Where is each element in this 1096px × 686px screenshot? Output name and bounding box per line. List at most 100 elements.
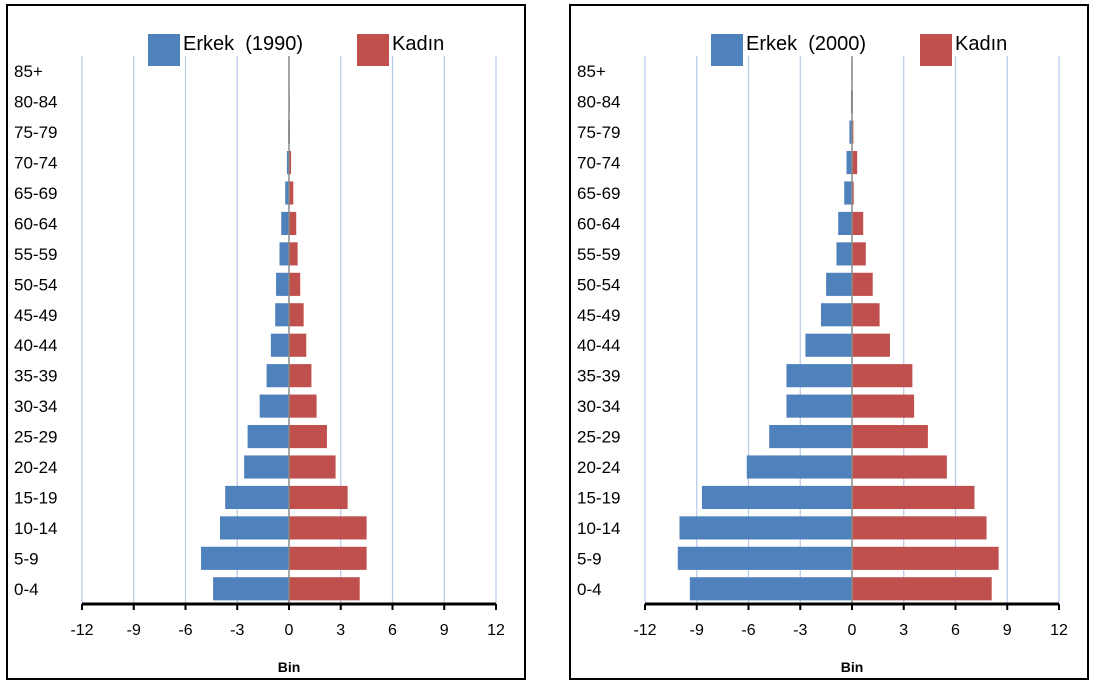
age-group-label: 25-29 (577, 428, 620, 447)
age-group-label: 75-79 (14, 123, 57, 142)
age-group-label: 85+ (577, 62, 606, 81)
age-group-label: 25-29 (14, 428, 57, 447)
bar-female-35-39 (289, 364, 312, 388)
bar-female-40-44 (289, 333, 307, 357)
age-group-label: 5-9 (14, 549, 39, 568)
age-group-label: 20-24 (577, 458, 620, 477)
pyramid-chart-2000: 0-4 5-9 10-14 15-19 20-24 25-29 30-34 35-39 40-4… (569, 4, 1089, 680)
pyramid-chart-1990: 0-4 5-9 10-14 15-19 20-24 25-29 30-34 35-39 40-4… (6, 4, 526, 680)
bar-male-60-64 (838, 211, 852, 236)
bar-male-70-74 (286, 150, 289, 175)
bar-male-10-14 (679, 516, 852, 540)
bar-female-20-24 (289, 455, 336, 479)
x-tick-label: 3 (336, 622, 345, 639)
bar-female-65-69 (852, 181, 854, 205)
bar-male-75-79 (849, 120, 852, 144)
bar-male-30-34 (786, 394, 852, 418)
bar-male-55-59 (279, 242, 289, 266)
bar-female-45-49 (852, 303, 880, 327)
bar-female-55-59 (852, 242, 866, 266)
bar-male-65-69 (285, 181, 289, 205)
bar-male-35-39 (786, 364, 852, 388)
bar-male-10-14 (220, 516, 289, 540)
age-group-label: 60-64 (14, 214, 57, 233)
bar-male-45-49 (275, 303, 289, 327)
age-group-label: 65-69 (14, 184, 57, 203)
bar-male-5-9 (201, 546, 289, 570)
bar-male-15-19 (225, 485, 289, 510)
x-tick-label: -6 (741, 622, 755, 639)
bar-female-70-74 (852, 150, 858, 175)
age-group-label: 80-84 (577, 93, 620, 112)
bar-male-50-54 (276, 272, 289, 296)
x-axis-label: Bin (841, 659, 864, 675)
age-group-label: 15-19 (14, 488, 57, 507)
age-group-label: 55-59 (14, 245, 57, 264)
bar-male-0-4 (689, 577, 852, 601)
x-tick-label: 0 (848, 622, 857, 639)
x-tick-label: 9 (1003, 622, 1012, 639)
bar-female-25-29 (852, 424, 928, 449)
age-group-label: 20-24 (14, 458, 57, 477)
age-group-label: 10-14 (14, 519, 57, 538)
bar-male-35-39 (266, 364, 289, 388)
bar-male-45-49 (820, 303, 852, 327)
age-group-label: 0-4 (577, 580, 602, 599)
x-tick-label: 0 (285, 622, 294, 639)
bar-female-35-39 (852, 364, 913, 388)
bar-female-0-4 (852, 577, 992, 601)
x-tick-label: 12 (1050, 622, 1068, 639)
bar-female-20-24 (852, 455, 947, 479)
x-tick-label: 6 (951, 622, 960, 639)
legend-label-female: Kadın (392, 33, 444, 55)
bar-male-30-34 (259, 394, 289, 418)
x-tick-label: -3 (230, 622, 244, 639)
bar-male-15-19 (701, 485, 852, 510)
bar-female-30-34 (852, 394, 915, 418)
bar-male-40-44 (805, 333, 852, 357)
bar-male-20-24 (746, 455, 852, 479)
age-group-label: 45-49 (577, 306, 620, 325)
bar-male-40-44 (270, 333, 289, 357)
bar-female-70-74 (289, 150, 292, 175)
bar-female-60-64 (852, 211, 864, 236)
age-group-label: 5-9 (577, 549, 602, 568)
x-tick-label: -3 (793, 622, 807, 639)
x-tick-label: -12 (633, 622, 656, 639)
bar-female-45-49 (289, 303, 304, 327)
age-group-label: 70-74 (577, 154, 620, 173)
age-group-label: 45-49 (14, 306, 57, 325)
x-tick-label: -9 (690, 622, 704, 639)
age-group-label: 85+ (14, 62, 43, 81)
bar-male-65-69 (844, 181, 852, 205)
age-group-label: 50-54 (577, 275, 620, 294)
bar-female-50-54 (852, 272, 873, 296)
age-group-label: 75-79 (577, 123, 620, 142)
x-tick-label: 9 (440, 622, 449, 639)
bar-male-25-29 (247, 424, 289, 449)
x-tick-label: 6 (388, 622, 397, 639)
legend-swatch-female (920, 34, 952, 66)
age-group-label: 30-34 (14, 397, 57, 416)
legend-swatch-male (711, 34, 743, 66)
x-tick-label: 12 (487, 622, 505, 639)
legend-swatch-male (148, 34, 180, 66)
bar-male-50-54 (826, 272, 852, 296)
bar-male-25-29 (769, 424, 852, 449)
age-group-label: 65-69 (577, 184, 620, 203)
bar-female-0-4 (289, 577, 360, 601)
bar-female-55-59 (289, 242, 298, 266)
x-tick-label: -6 (178, 622, 192, 639)
bar-male-20-24 (244, 455, 289, 479)
age-group-label: 35-39 (577, 367, 620, 386)
bar-male-5-9 (677, 546, 852, 570)
bar-male-0-4 (213, 577, 289, 601)
x-tick-label: -9 (127, 622, 141, 639)
age-group-label: 55-59 (577, 245, 620, 264)
bar-female-60-64 (289, 211, 297, 236)
bar-male-55-59 (836, 242, 852, 266)
age-group-label: 40-44 (14, 336, 57, 355)
x-axis-label: Bin (278, 659, 301, 675)
age-group-label: 50-54 (14, 275, 57, 294)
bar-female-65-69 (289, 181, 294, 205)
